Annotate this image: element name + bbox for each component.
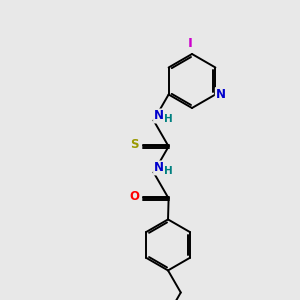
Text: H: H bbox=[164, 114, 173, 124]
Text: H: H bbox=[164, 166, 173, 176]
Text: N: N bbox=[154, 110, 164, 122]
Text: I: I bbox=[188, 37, 193, 50]
Text: N: N bbox=[154, 161, 164, 174]
Text: O: O bbox=[130, 190, 140, 202]
Text: N: N bbox=[216, 88, 226, 101]
Text: S: S bbox=[130, 138, 139, 151]
